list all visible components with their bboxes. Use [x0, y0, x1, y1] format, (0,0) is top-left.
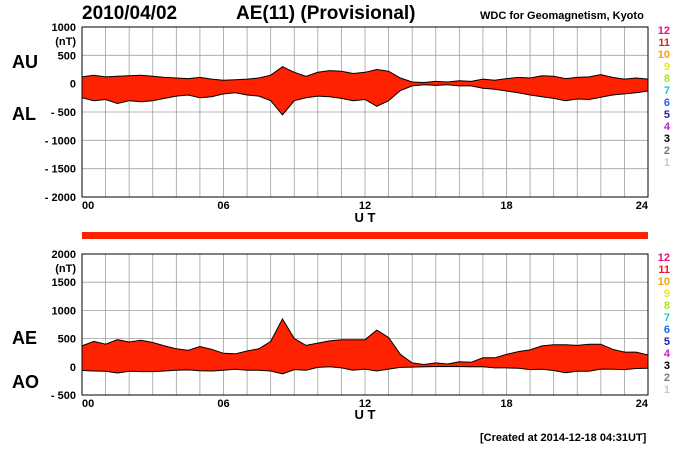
legend-item: 5 [664, 109, 670, 121]
y-tick-label: - 2000 [45, 192, 76, 204]
series-line-au [81, 66, 649, 84]
x-tick-label: 00 [82, 398, 94, 410]
y-tick-label: - 500 [51, 390, 76, 402]
x-axis-label: U T [355, 210, 376, 225]
legend-item: 11 [658, 37, 670, 49]
legend-item: 10 [658, 276, 670, 288]
x-tick-label: 18 [500, 398, 512, 410]
x-tick-label: 06 [217, 398, 229, 410]
series-line-ae [81, 317, 649, 366]
x-tick-label: 06 [217, 200, 229, 212]
legend-item: 8 [664, 300, 670, 312]
y-tick-label: 500 [58, 334, 76, 346]
y-tick-label: - 1500 [45, 164, 76, 176]
legend-item: 5 [664, 336, 670, 348]
y-tick-label: - 500 [51, 107, 76, 119]
x-tick-label: 12 [359, 398, 371, 410]
panel-1: 1000 500 0 - 500 - 1000 - 1500 - 2000 (nT) 00 06 1… [45, 22, 671, 225]
row-label-au: AU [12, 52, 38, 72]
x-tick-label: 12 [359, 200, 371, 212]
separator-bar [82, 232, 648, 239]
chart-title: AE(11) (Provisional) [236, 3, 416, 24]
x-tick-label: 24 [636, 200, 649, 212]
y-tick-label: 0 [70, 362, 76, 374]
legend-item: 7 [664, 312, 670, 324]
y-unit-label: (nT) [55, 263, 76, 275]
legend-item: 6 [664, 324, 670, 336]
y-tick-label: 1000 [52, 305, 76, 317]
x-tick-label: 24 [636, 398, 649, 410]
row-label-al: AL [12, 104, 36, 124]
legend-item: 3 [664, 133, 670, 145]
legend-item: 1 [664, 384, 670, 396]
legend-item: 9 [664, 61, 670, 73]
legend-item: 9 [664, 288, 670, 300]
y-tick-label: 2000 [52, 249, 76, 261]
date-label: 2010/04/02 [82, 3, 178, 24]
y-tick-label: - 1000 [45, 135, 76, 147]
row-label-ae: AE [12, 328, 38, 348]
legend-item: 2 [664, 372, 670, 384]
plot-frame [81, 26, 649, 198]
legend-item: 11 [658, 264, 670, 276]
y-unit-label: (nT) [55, 36, 76, 48]
source-label: WDC for Geomagnetism, Kyoto [480, 10, 644, 22]
legend-item: 8 [664, 73, 670, 85]
y-tick-label: 1000 [52, 22, 76, 34]
plot-frame [81, 253, 649, 396]
legend-item: 4 [664, 121, 671, 133]
legend-item: 6 [664, 97, 670, 109]
y-tick-label: 500 [58, 50, 76, 62]
legend-item: 10 [658, 49, 670, 61]
x-tick-label: 18 [500, 200, 512, 212]
legend-item: 7 [664, 85, 670, 97]
legend-item: 4 [664, 348, 671, 360]
y-tick-label: 1500 [52, 277, 76, 289]
y-tick-label: 0 [70, 79, 76, 91]
fill-band [82, 318, 648, 374]
x-tick-label: 00 [82, 200, 94, 212]
series-line-al [81, 84, 649, 116]
legend-item: 1 [664, 157, 670, 169]
series-line-ao [81, 366, 649, 375]
legend-item: 3 [664, 360, 670, 372]
row-label-ao: AO [12, 372, 39, 392]
legend-item: 12 [658, 252, 670, 264]
legend-item: 2 [664, 145, 670, 157]
created-timestamp: [Created at 2014-12-18 04:31UT] [480, 432, 647, 444]
legend-item: 12 [658, 25, 670, 37]
x-axis-label: U T [355, 407, 376, 422]
